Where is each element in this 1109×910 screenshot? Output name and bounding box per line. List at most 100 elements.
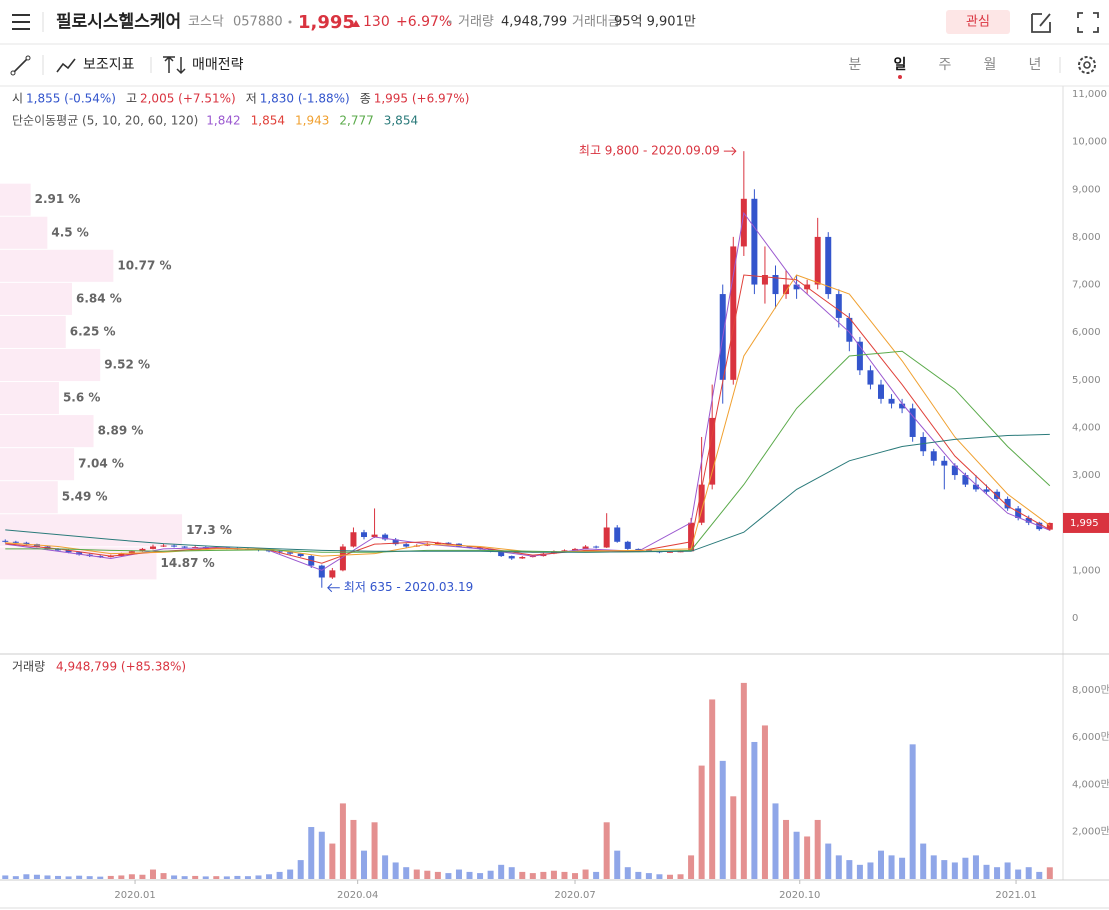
volume-bar xyxy=(181,876,188,879)
x-tick-label: 2020.04 xyxy=(337,890,378,901)
watch-button[interactable] xyxy=(946,10,1010,34)
volume-bar xyxy=(1004,862,1011,879)
candle-body xyxy=(181,546,188,548)
candle-body xyxy=(2,540,9,542)
candle-body xyxy=(403,544,410,547)
y-tick-label: 1,000 xyxy=(1072,565,1101,576)
candle-body xyxy=(139,548,146,552)
volume-bar xyxy=(761,725,768,879)
volume-bar xyxy=(540,871,547,879)
price-tag-label: 1,995 xyxy=(1070,518,1099,529)
fullscreen-icon[interactable] xyxy=(1077,12,1099,33)
volume-bar xyxy=(688,855,695,879)
volume-bar xyxy=(645,873,652,879)
volume-profile-label: 4.5 % xyxy=(51,225,88,239)
period-tab[interactable]: 주 xyxy=(939,57,952,73)
ohlc-label: 저 xyxy=(246,92,257,106)
candle-body xyxy=(709,417,716,485)
candle-body xyxy=(772,275,779,295)
candle-body xyxy=(666,551,673,553)
candle-body xyxy=(392,539,399,545)
candle-body xyxy=(783,284,790,295)
strategy-icon[interactable] xyxy=(163,55,186,75)
ohlc-value: 2,005 (+7.51%) xyxy=(140,92,236,106)
candle-body xyxy=(466,546,473,548)
candle-body xyxy=(761,275,768,285)
indicators[interactable]: 보조지표 xyxy=(83,57,135,73)
candle-body xyxy=(614,527,621,542)
volume-bar xyxy=(86,876,93,879)
volume-bar xyxy=(287,869,294,879)
candle-body xyxy=(962,475,969,485)
watch-label[interactable]: 관심 xyxy=(966,15,990,30)
candle-body xyxy=(1046,522,1053,530)
volume-bar xyxy=(234,875,241,879)
header: 필로시스헬스케어 코스닥 057880 1,995 130 +6.97% 거래량… xyxy=(0,10,1109,45)
candle-body xyxy=(624,541,631,549)
volume-profile-label: 2.91 % xyxy=(35,192,81,206)
candle-body xyxy=(1015,508,1022,518)
volume-profile-label: 7.04 % xyxy=(78,457,124,471)
volume-profile-bar xyxy=(0,348,101,382)
volume-bar xyxy=(118,875,125,879)
volume-tick-label: 2,000만 xyxy=(1072,826,1109,838)
candle-body xyxy=(572,548,579,551)
y-tick-label: 4,000 xyxy=(1072,422,1101,433)
volume-bar xyxy=(97,876,104,879)
code: 057880 xyxy=(233,15,283,30)
line-tool[interactable] xyxy=(12,57,29,74)
dot xyxy=(448,20,452,24)
ma-legend: 1,854 xyxy=(251,114,285,128)
candle-body xyxy=(603,527,610,548)
volume-bar xyxy=(909,744,916,879)
edit-icon[interactable] xyxy=(1031,13,1051,33)
candle-body xyxy=(793,284,800,290)
period-tab[interactable]: 분 xyxy=(849,57,862,73)
ma-label: 단순이동평균 (5, 10, 20, 60, 120) xyxy=(12,114,198,128)
volume-profile-bar xyxy=(0,315,66,348)
period-tab[interactable]: 월 xyxy=(984,57,997,73)
volume-bar xyxy=(793,831,800,879)
candle-body xyxy=(171,545,178,547)
volume-bar xyxy=(192,875,199,879)
period-tab[interactable]: 일 xyxy=(894,57,907,73)
volume-bar xyxy=(371,822,378,879)
candle-body xyxy=(498,551,505,557)
volume-profile-label: 9.52 % xyxy=(104,357,150,371)
candle-body xyxy=(582,546,589,549)
volume-bar xyxy=(276,871,283,879)
candle-body xyxy=(983,489,990,492)
volume-bar xyxy=(835,855,842,879)
candle-body xyxy=(55,548,62,551)
candle-body xyxy=(361,532,368,538)
volume-profile-bar xyxy=(0,282,72,315)
volume-bar xyxy=(392,862,399,879)
strategy[interactable]: 매매전략 xyxy=(192,57,244,73)
volume-bar xyxy=(23,874,30,879)
volume-bar xyxy=(698,765,705,879)
y-tick-label: 7,000 xyxy=(1072,280,1101,291)
price: 1,995 xyxy=(298,12,355,33)
volume-bar xyxy=(213,876,220,879)
volume-bar xyxy=(825,843,832,879)
volume-bar xyxy=(149,869,156,879)
volume-bar xyxy=(1046,867,1053,879)
indicator-icon[interactable] xyxy=(56,58,76,73)
candle-body xyxy=(825,236,832,295)
settings-icon[interactable] xyxy=(1078,56,1096,74)
candle-body xyxy=(318,565,325,578)
volume-bar xyxy=(487,870,494,879)
ma-legend: 1,842 xyxy=(206,114,240,128)
volume-profile-label: 5.49 % xyxy=(62,490,108,504)
volume-bar xyxy=(614,850,621,879)
volume-bar xyxy=(508,867,515,879)
candle-body xyxy=(445,542,452,544)
candle-body xyxy=(276,551,283,553)
candle-body xyxy=(477,547,484,549)
menu-icon[interactable] xyxy=(12,14,30,30)
volume-bar xyxy=(160,873,167,879)
period-tab[interactable]: 년 xyxy=(1029,57,1042,73)
volume-bar xyxy=(297,860,304,879)
y-tick-label: 3,000 xyxy=(1072,470,1101,481)
volume-bar xyxy=(772,803,779,879)
